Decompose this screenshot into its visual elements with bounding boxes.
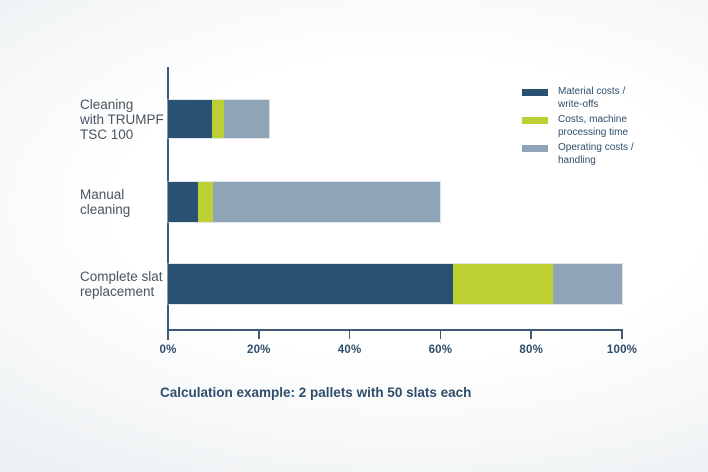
bar-segment xyxy=(212,100,225,138)
category-label-line: with TRUMPF xyxy=(80,112,164,127)
x-axis-tick-label: 0% xyxy=(159,344,177,356)
legend-swatch-material-costs-icon xyxy=(522,89,548,96)
category-label-line: TSC 100 xyxy=(80,127,134,142)
legend-item-material-costs: Material costs / write-offs xyxy=(522,86,634,111)
legend-label-machine-costs: Costs, machine processing time xyxy=(558,114,628,139)
category-label: Manual cleaning xyxy=(80,187,170,217)
category-label: Cleaning with TRUMPF TSC 100 xyxy=(80,97,170,142)
legend-label-line: Operating costs / xyxy=(558,142,634,153)
x-axis-tick-label: 80% xyxy=(519,344,543,356)
stacked-bar xyxy=(168,264,622,304)
bar-segment xyxy=(197,182,213,222)
category-label: Complete slat replacement xyxy=(80,269,170,299)
bar-segment xyxy=(224,100,269,138)
bar-segment xyxy=(552,264,622,304)
chart-caption: Calculation example: 2 pallets with 50 s… xyxy=(160,385,472,400)
bar-segment xyxy=(212,182,441,222)
category-label-line: Manual xyxy=(80,187,125,202)
category-label-line: replacement xyxy=(80,284,155,299)
legend-swatch-machine-costs-icon xyxy=(522,117,548,124)
category-label-line: Cleaning xyxy=(80,97,134,112)
x-axis-tick xyxy=(439,329,442,339)
y-axis-line xyxy=(167,67,169,340)
legend-swatch-operating-costs-icon xyxy=(522,145,548,152)
x-axis-tick xyxy=(530,329,532,339)
bar-segment xyxy=(168,182,198,222)
category-label-line: Complete slat xyxy=(80,269,163,284)
x-axis-tick xyxy=(348,329,351,339)
x-axis-tick xyxy=(621,329,623,339)
legend-label-line: Costs, machine xyxy=(558,114,627,125)
x-axis-tick-label: 100% xyxy=(606,344,638,356)
x-axis-tick-label: 40% xyxy=(337,344,362,356)
legend-label-operating-costs: Operating costs / handling xyxy=(558,142,634,167)
x-axis-tick xyxy=(258,329,260,339)
legend-item-machine-costs: Costs, machine processing time xyxy=(522,114,634,139)
x-axis-line xyxy=(167,329,622,331)
x-axis-tick-label: 20% xyxy=(246,344,271,356)
bar-segment xyxy=(168,264,454,304)
x-axis-tick xyxy=(167,329,169,339)
legend-label-line: Material costs / xyxy=(558,86,626,97)
bar-segment xyxy=(168,100,213,138)
legend-item-operating-costs: Operating costs / handling xyxy=(522,142,634,167)
bar-segment xyxy=(453,264,553,304)
category-label-line: cleaning xyxy=(80,202,131,217)
x-axis-tick-label: 60% xyxy=(428,344,453,356)
legend-label-line: write-offs xyxy=(558,98,599,110)
stacked-bar xyxy=(168,100,269,138)
legend-label-line: processing time xyxy=(558,126,629,138)
legend-label-line: handling xyxy=(558,154,596,166)
legend-label-material-costs: Material costs / write-offs xyxy=(558,86,625,111)
stacked-bar xyxy=(168,182,441,222)
legend: Material costs / write-offs Costs, machi… xyxy=(522,86,634,167)
